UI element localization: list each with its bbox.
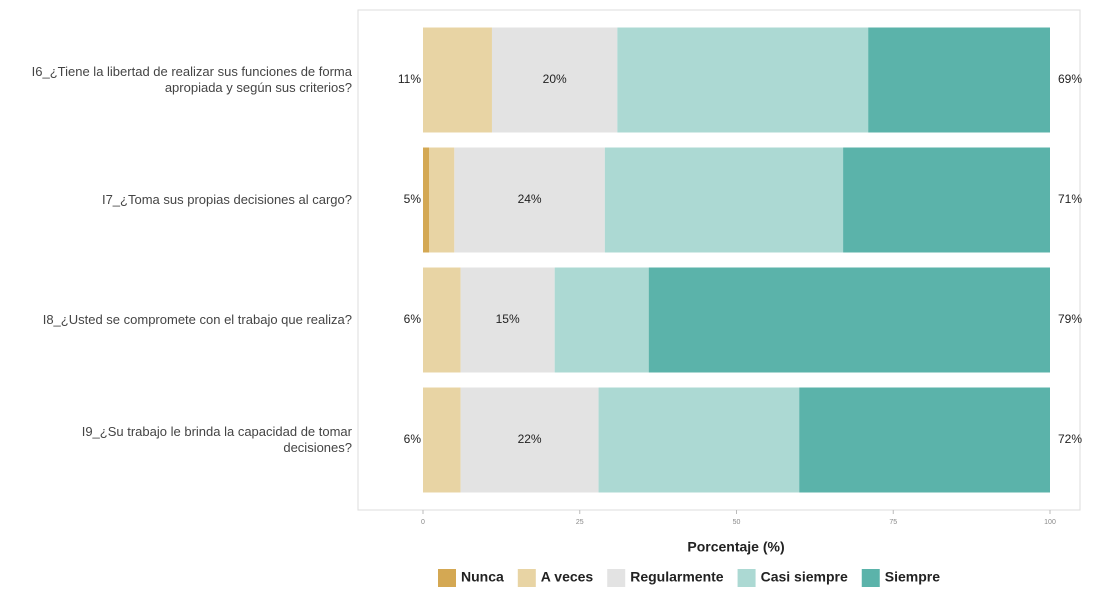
bar-segment [423, 387, 461, 493]
panel-border [357, 9, 1081, 511]
value-label: 24% [518, 192, 542, 206]
legend-swatch [861, 569, 880, 587]
legend-swatch [517, 569, 536, 587]
bar-segment [617, 27, 869, 133]
x-tick-label: 50 [733, 519, 741, 526]
category-label: I9_¿Su trabajo le brinda la capacidad de… [81, 424, 352, 455]
bar-segment [423, 267, 461, 373]
value-label: 15% [496, 312, 520, 326]
value-label: 20% [543, 72, 567, 86]
category-label: I8_¿Usted se compromete con el trabajo q… [42, 312, 352, 327]
high-total-label: 79% [1058, 312, 1082, 326]
bar-segment [868, 27, 1050, 133]
bar-segment [423, 27, 492, 133]
bar-segment [648, 267, 1050, 373]
bar-segment [598, 387, 800, 493]
high-total-label: 69% [1058, 72, 1082, 86]
legend-swatch [607, 569, 626, 587]
bar-segment [554, 267, 649, 373]
legend-swatch [737, 569, 756, 587]
legend-swatch [438, 569, 456, 587]
low-total-label: 6% [404, 432, 422, 446]
low-total-label: 11% [398, 72, 421, 86]
high-total-label: 71% [1058, 192, 1082, 206]
x-tick-label: 25 [576, 519, 584, 526]
bar-segment [429, 147, 455, 253]
bar-segment [799, 387, 1050, 493]
bar-segment [460, 387, 599, 493]
value-label: 22% [518, 432, 542, 446]
category-label: I7_¿Toma sus propias decisiones al cargo… [101, 192, 352, 207]
bar-segment [423, 147, 430, 253]
bar-segment [604, 147, 844, 253]
x-tick-label: 75 [889, 519, 897, 526]
category-label: I6_¿Tiene la libertad de realizar sus fu… [31, 64, 352, 95]
low-total-label: 6% [404, 312, 422, 326]
x-axis-title: Porcentaje (%) [687, 539, 784, 555]
x-tick-label: 0 [421, 519, 425, 526]
x-tick-label: 100 [1044, 519, 1056, 526]
legend-label: Siempre [885, 569, 940, 585]
low-total-label: 5% [404, 192, 422, 206]
high-total-label: 72% [1058, 432, 1082, 446]
bar-segment [843, 147, 1050, 253]
bar-segment [454, 147, 605, 253]
bar-segment [460, 267, 555, 373]
legend-label: Regularmente [630, 569, 724, 585]
bar-segment [491, 27, 618, 133]
legend-label: Nunca [461, 569, 504, 585]
legend-label: Casi siempre [761, 569, 848, 585]
legend-label: A veces [541, 569, 594, 585]
